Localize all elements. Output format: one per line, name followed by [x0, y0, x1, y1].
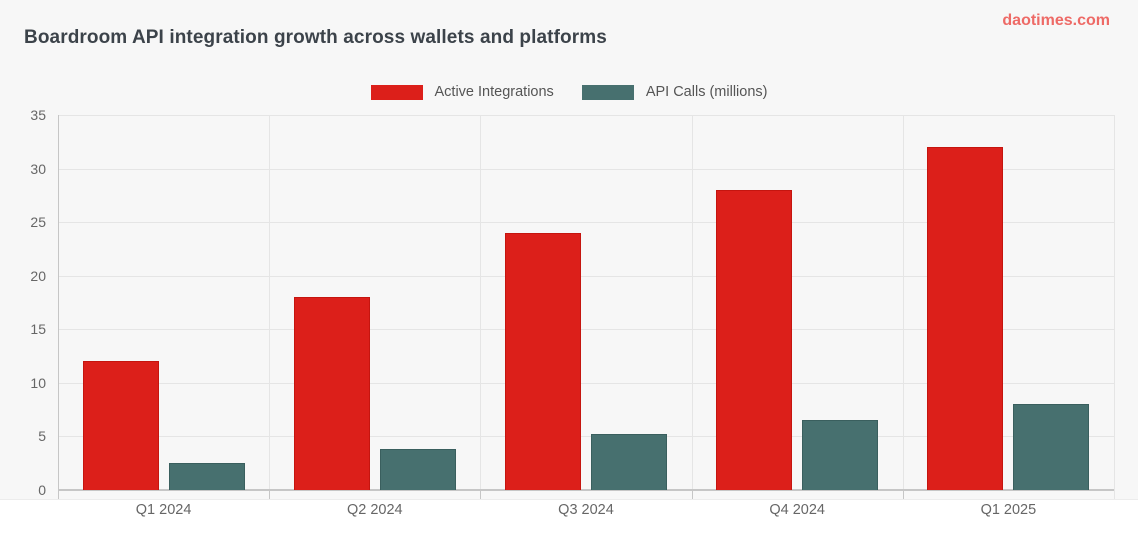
legend-swatch-active-integrations: [370, 84, 423, 100]
bar-active-integrations-q1-2025[interactable]: [927, 147, 1004, 490]
gridline-x-3: [691, 115, 693, 490]
x-axis-label-q1-2024: Q1 2024: [135, 502, 192, 518]
y-tick-label-15: 15: [30, 321, 46, 338]
y-tick-label-20: 20: [30, 267, 46, 284]
bar-api-calls-millions-q1-2024[interactable]: [168, 463, 245, 490]
legend-label-api-calls-millions: API Calls (millions): [645, 84, 768, 100]
x-axis-tick-2: [480, 490, 482, 499]
y-tick-label-10: 10: [30, 374, 46, 391]
x-axis-label-q2-2024: Q2 2024: [346, 502, 403, 518]
gridline-y-20: [58, 275, 1114, 277]
bar-active-integrations-q1-2024[interactable]: [82, 361, 159, 490]
gridline-x-4: [902, 115, 904, 490]
y-tick-label-35: 35: [30, 107, 46, 123]
bar-api-calls-millions-q3-2024[interactable]: [591, 434, 667, 490]
x-axis-tick-1: [269, 490, 271, 499]
gridline-x-2: [480, 115, 482, 490]
bar-api-calls-millions-q4-2024[interactable]: [802, 420, 879, 490]
x-axis-tick-3: [691, 490, 693, 499]
legend-swatch-api-calls-millions: [581, 84, 634, 100]
gridline-y-25: [58, 222, 1114, 224]
gridline-y-30: [58, 168, 1114, 170]
x-axis-label-q3-2024: Q3 2024: [558, 502, 614, 518]
legend: Active Integrations API Calls (millions): [0, 84, 1138, 100]
gridline-x-1: [269, 115, 271, 490]
gridline-y-5: [58, 436, 1114, 438]
gridline-y-35: [58, 115, 1114, 116]
plot-right-edge: [1114, 115, 1115, 499]
x-axis-label-q4-2024: Q4 2024: [769, 502, 825, 518]
legend-item-api-calls-millions[interactable]: API Calls (millions): [581, 84, 768, 100]
gridline-y-15: [58, 329, 1114, 331]
gridline-y-10: [58, 382, 1114, 384]
x-axis-line: [58, 489, 1114, 491]
y-tick-label-30: 30: [30, 160, 46, 177]
y-tick-label-25: 25: [30, 214, 46, 231]
bar-active-integrations-q3-2024[interactable]: [505, 232, 581, 490]
chart-title: Boardroom API integration growth across …: [24, 27, 607, 48]
bar-active-integrations-q2-2024[interactable]: [293, 297, 370, 490]
watermark-link[interactable]: daotimes.com: [1002, 12, 1110, 29]
bar-api-calls-millions-q2-2024[interactable]: [379, 449, 456, 490]
legend-label-active-integrations: Active Integrations: [434, 84, 554, 100]
bar-api-calls-millions-q1-2025[interactable]: [1013, 404, 1090, 490]
x-axis-tick-4: [902, 490, 904, 499]
x-axis-label-q1-2025: Q1 2025: [980, 502, 1037, 518]
y-axis-line: [58, 115, 59, 499]
y-tick-label-0: 0: [38, 482, 46, 498]
bar-active-integrations-q4-2024[interactable]: [716, 190, 793, 490]
legend-item-active-integrations[interactable]: Active Integrations: [370, 84, 554, 100]
y-tick-label-5: 5: [38, 428, 46, 445]
